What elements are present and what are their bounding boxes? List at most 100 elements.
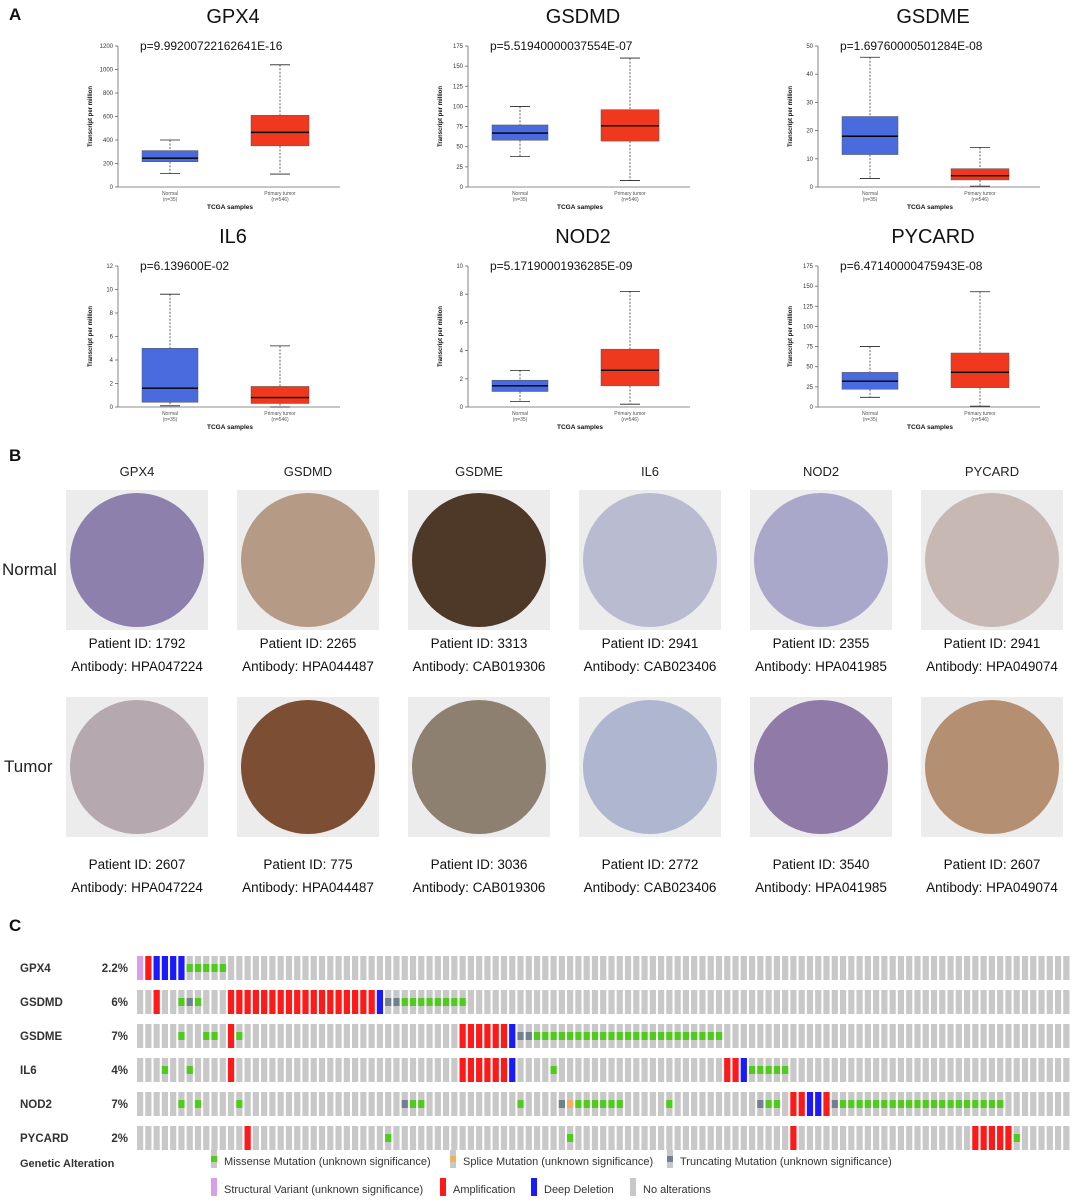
y-tick-label: 12 [106,264,113,270]
sample-cell [236,956,243,980]
sample-cell [194,1024,202,1048]
alteration-cell [261,990,268,1014]
sample-cell [343,1092,350,1116]
sample-cell [732,956,739,980]
sample-cell [567,990,574,1014]
sample-cell [1046,1092,1053,1116]
sample-cell [310,1058,317,1082]
panel-label-c: C [9,916,22,935]
sample-cell [955,1126,962,1150]
sample-cell [1013,1092,1020,1116]
mutation-mark [186,998,193,1006]
sample-cell [715,956,723,980]
p-value-label: p=6.47140000475943E-08 [840,259,983,273]
mutation-mark [418,998,425,1006]
sample-cell [434,1092,441,1116]
panel-label-b: B [9,446,22,465]
sample-cell [740,1024,747,1048]
sample-cell [914,1024,921,1048]
sample-cell [550,990,557,1014]
mutation-mark [161,1066,169,1074]
sample-cell [170,1058,177,1082]
mutation-mark [889,1100,896,1108]
sample-cell [600,990,607,1014]
mutation-mark [600,1032,607,1040]
gene-percent-label: 2% [111,1133,128,1145]
antibody-label: Antibody: CAB023406 [583,659,717,674]
ihc-caption: Patient ID: 2607 Antibody: HPA049074 [912,853,1072,899]
sample-cell [839,956,847,980]
sample-cell [873,956,880,980]
sample-cell [170,1024,177,1048]
mutation-mark [194,964,202,972]
sample-cell [1054,990,1062,1014]
group-label: Primary tumor [964,411,996,417]
sample-cell [988,1024,996,1048]
gene-percent-label: 2.2% [102,963,128,975]
y-axis-label: Transcript per million [88,86,94,147]
y-tick-label: 4 [110,358,114,364]
ihc-caption: Patient ID: 775 Antibody: HPA044487 [228,853,388,899]
sample-cell [393,956,400,980]
mutation-mark [533,1032,541,1040]
sample-cell [360,1024,367,1048]
sample-cell [525,956,532,980]
sample-cell [831,956,838,980]
mutation-mark [451,998,458,1006]
group-label: Normal [162,411,178,417]
sample-cell [616,1058,623,1082]
sample-cell [467,1092,474,1116]
sample-cell [897,1058,905,1082]
patient-id-label: Patient ID: 2265 [259,636,357,651]
chart-title: IL6 [219,226,247,248]
sample-cell [277,956,284,980]
mutation-mark [914,1100,921,1108]
sample-cell [881,1126,888,1150]
alteration-cell [277,990,284,1014]
alteration-cell [153,990,160,1014]
mutation-mark [947,1100,954,1108]
sample-cell [591,1058,599,1082]
sample-cell [914,1126,921,1150]
alteration-cell [137,956,144,980]
antibody-label: Antibody: CAB019306 [412,659,546,674]
gene-label: PYCARD [20,1133,69,1145]
ihc-row-label-tumor: Tumor [4,757,53,776]
sample-cell [782,1092,789,1116]
group-label: Normal [162,191,178,197]
mutation-mark [203,1032,210,1040]
sample-cell [856,990,863,1014]
patient-id-label: Patient ID: 2941 [601,636,699,651]
alteration-cell [492,1058,499,1082]
sample-cell [732,990,739,1014]
mutation-mark [864,1100,871,1108]
sample-cell [442,1058,450,1082]
sample-cell [500,1126,508,1150]
sample-cell [1005,1024,1012,1048]
sample-cell [740,956,747,980]
sample-cell [939,956,946,980]
y-tick-label: 40 [806,72,813,78]
gene-label: IL6 [20,1065,37,1077]
x-axis-label: TCGA samples [207,424,253,431]
mutation-mark [765,1100,772,1108]
antibody-label: Antibody: HPA047224 [71,880,203,895]
antibody-label: Antibody: CAB019306 [412,880,546,895]
legend-swatch-bg [630,1178,636,1196]
sample-cell [1046,990,1053,1014]
sample-cell [839,1126,847,1150]
group-label: Primary tumor [614,191,646,197]
mutation-mark [873,1100,880,1108]
sample-cell [219,1126,226,1150]
alteration-cell [509,1058,516,1082]
y-tick-label: 4 [460,349,464,355]
sample-cell [161,1092,169,1116]
y-axis-label: Transcript per million [788,86,794,147]
sample-cell [1021,956,1029,980]
sample-cell [773,1024,780,1048]
sample-cell [782,990,789,1014]
alteration-cell [476,1058,483,1082]
sample-cell [1046,1126,1053,1150]
sample-cell [897,956,905,980]
alteration-cell [244,990,251,1014]
